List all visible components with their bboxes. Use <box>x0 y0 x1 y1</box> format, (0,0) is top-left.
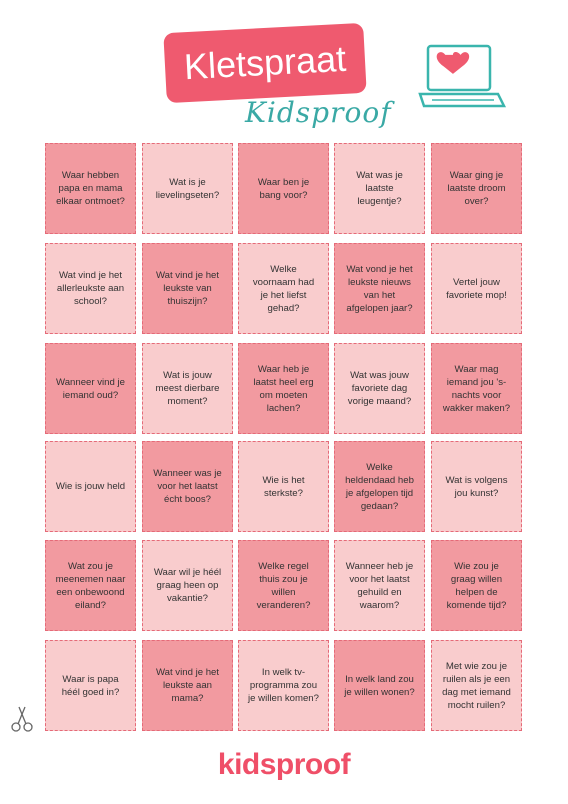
question-card: Wat zou je meenemen naar een onbewoond e… <box>45 540 136 631</box>
question-card: In welk land zou je willen wonen? <box>334 640 425 731</box>
question-card: Welke heldendaad heb je afgelopen tijd g… <box>334 441 425 532</box>
question-card: Wat vond je het leukste nieuws van het a… <box>334 243 425 334</box>
question-card: Wat was je laatste leugentje? <box>334 143 425 234</box>
question-card: Wie is het sterkste? <box>238 441 329 532</box>
question-card: Wie zou je graag willen helpen de komend… <box>431 540 522 631</box>
subtitle: Kidsproof <box>245 96 392 129</box>
question-card: Met wie zou je ruilen als je een dag met… <box>431 640 522 731</box>
question-card: Welke regel thuis zou je willen verander… <box>238 540 329 631</box>
question-card: Waar is papa héél goed in? <box>45 640 136 731</box>
footer-logo: kidsproof <box>217 748 351 781</box>
question-card: Wie is jouw held <box>45 441 136 532</box>
question-card: Wat vind je het allerleukste aan school? <box>45 243 136 334</box>
question-card: Waar heb je laatst heel erg om moeten la… <box>238 343 329 434</box>
question-card: Wat was jouw favoriete dag vorige maand? <box>334 343 425 434</box>
question-card: Wanneer vind je iemand oud? <box>45 343 136 434</box>
question-card: Wat vind je het leukste van thuiszijn? <box>142 243 233 334</box>
scissors-icon <box>11 706 33 732</box>
question-card: Wat is volgens jou kunst? <box>431 441 522 532</box>
question-card: Wat is je lievelingseten? <box>142 143 233 234</box>
question-card: Wanneer was je voor het laatst écht boos… <box>142 441 233 532</box>
title: Kletspraat <box>163 22 367 104</box>
question-card: Waar ging je laatste droom over? <box>431 143 522 234</box>
question-card: Waar hebben papa en mama elkaar ontmoet? <box>45 143 136 234</box>
question-card: Waar mag iemand jou 's-nachts voor wakke… <box>431 343 522 434</box>
laptop-icon <box>418 44 507 108</box>
question-card: Vertel jouw favoriete mop! <box>431 243 522 334</box>
question-card: Wanneer heb je voor het laatst gehuild e… <box>334 540 425 631</box>
question-card: Wat vind je het leukste aan mama? <box>142 640 233 731</box>
question-card: Wat is jouw meest dierbare moment? <box>142 343 233 434</box>
question-card: In welk tv-programma zou je willen komen… <box>238 640 329 731</box>
question-card: Waar wil je héél graag heen op vakantie? <box>142 540 233 631</box>
question-card: Welke voornaam had je het liefst gehad? <box>238 243 329 334</box>
question-card: Waar ben je bang voor? <box>238 143 329 234</box>
